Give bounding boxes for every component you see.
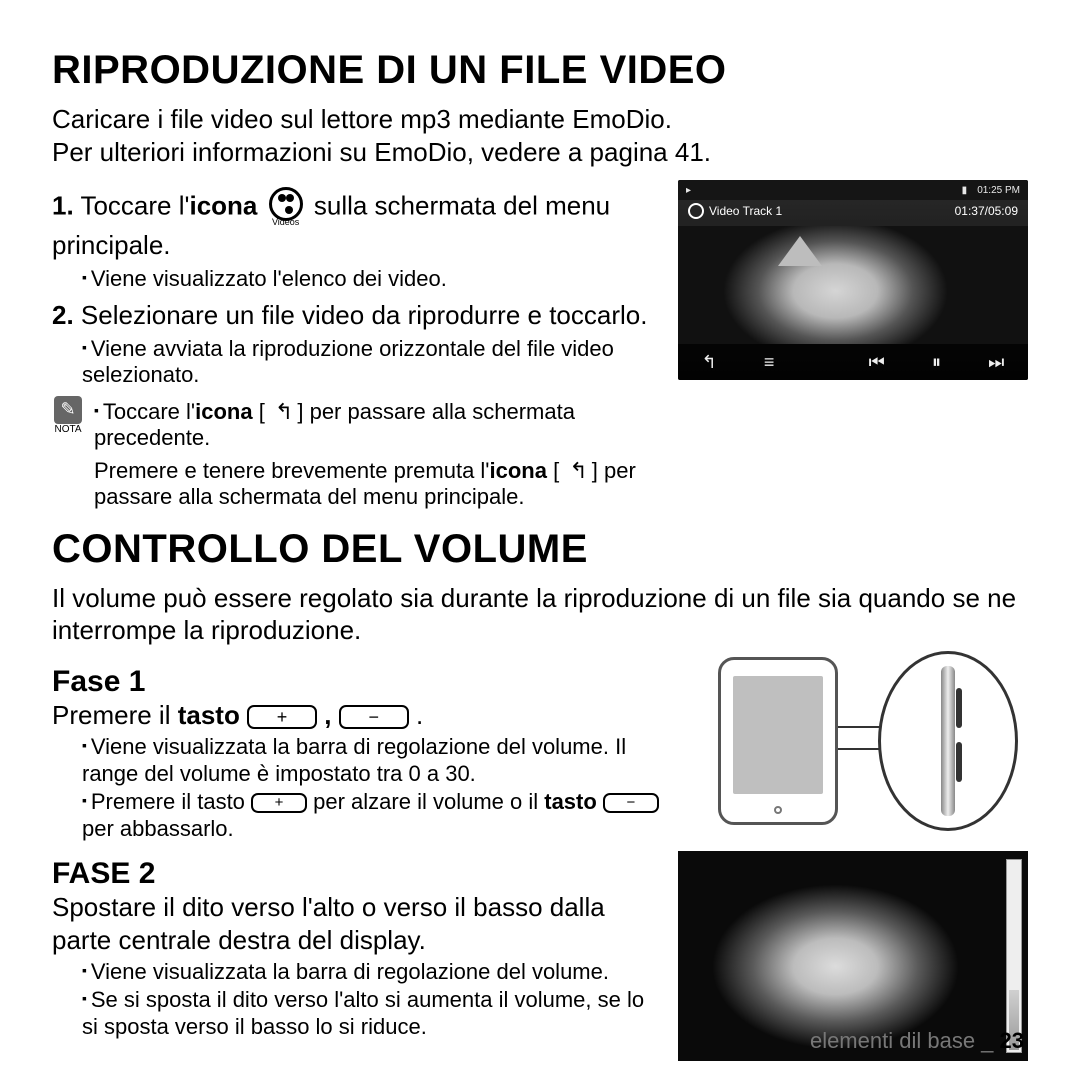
side-button-callout	[878, 651, 1018, 831]
step-1-sub: Viene visualizzato l'elenco dei video.	[82, 265, 658, 293]
track-time: 01:37/05:09	[955, 204, 1018, 218]
volume-bar	[1006, 859, 1022, 1053]
phase-2-title: FASE 2	[52, 857, 658, 891]
section-b-title: CONTROLLO DEL VOLUME	[52, 527, 1028, 572]
pencil-icon: ✎	[54, 396, 82, 424]
phase-1-sub-1: Viene visualizzata la barra di regolazio…	[82, 733, 668, 788]
play-indicator-icon: ▸	[686, 185, 691, 196]
videos-icon	[269, 187, 303, 221]
nota-line-1: Toccare l'icona [ ↰] per passare alla sc…	[94, 398, 658, 453]
track-title: Video Track 1	[709, 204, 782, 218]
step-1: 1. Toccare l'icona Videos sulla schermat…	[52, 186, 658, 293]
section-b-intro: Il volume può essere regolato sia durant…	[52, 582, 1028, 647]
phase-2-sub-2: Se si sposta il dito verso l'alto si aum…	[82, 986, 658, 1041]
back-icon: ↰	[565, 458, 591, 483]
nota-line-2: Premere e tenere brevemente premuta l'ic…	[94, 458, 658, 509]
phase-2-sub-1: Viene visualizzata la barra di regolazio…	[82, 958, 658, 986]
intro-line-1: Caricare i file video sul lettore mp3 me…	[52, 103, 1028, 136]
list-button[interactable]: ≡	[758, 350, 781, 375]
minus-key-icon: −	[339, 705, 409, 729]
device-diagram	[688, 651, 1028, 831]
back-button[interactable]: ↰	[696, 350, 723, 375]
phase-1-title: Fase 1	[52, 665, 668, 699]
battery-icon: ▮	[962, 185, 968, 196]
nota-badge: ✎ NOTA	[52, 396, 84, 435]
page-footer: elementi dil base _ 23	[810, 1028, 1024, 1054]
video-player-screenshot: ▸ ▮ 01:25 PM Video Track 1 01:37/05:09 ↰…	[678, 180, 1028, 380]
minus-key-icon: −	[603, 793, 659, 813]
back-icon: ↰	[271, 399, 297, 425]
section-a-title: RIPRODUZIONE DI UN FILE VIDEO	[52, 48, 1028, 93]
status-clock: 01:25 PM	[977, 185, 1020, 196]
plus-key-icon: +	[247, 705, 317, 729]
step-2: 2. Selezionare un file video da riprodur…	[52, 299, 658, 390]
phase-1-instruction: Premere il tasto + , − .	[52, 699, 668, 732]
phase-2-body: Spostare il dito verso l'alto o verso il…	[52, 891, 658, 956]
intro-line-2: Per ulteriori informazioni su EmoDio, ve…	[52, 136, 1028, 169]
video-reel-icon	[688, 203, 704, 219]
plus-key-icon: +	[251, 793, 307, 813]
video-frame	[678, 226, 1028, 344]
step-2-sub: Viene avviata la riproduzione orizzontal…	[82, 335, 658, 390]
next-button[interactable]: ⏭	[982, 350, 1010, 375]
phase-1-sub-2: Premere il tasto + per alzare il volume …	[82, 788, 668, 843]
prev-button[interactable]: ⏮	[863, 350, 891, 375]
device-body	[718, 657, 838, 825]
pause-button[interactable]: ⏸	[926, 350, 947, 375]
